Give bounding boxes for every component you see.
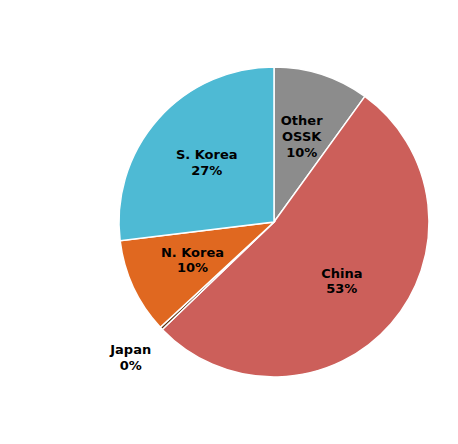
- data-label: 0%: [120, 358, 142, 373]
- data-label: 10%: [177, 260, 208, 275]
- slice-label: China: [321, 265, 362, 280]
- slice-label-line: Japan: [109, 342, 151, 357]
- slice-label-line: S. Korea: [176, 147, 238, 162]
- slice-label: S. Korea: [176, 147, 238, 162]
- chart: OtherOSSK10%China53%Japan0%N. Korea10%S.…: [0, 0, 458, 444]
- slice-label-line: China: [321, 265, 362, 280]
- pie: [119, 67, 429, 377]
- labels: OtherOSSK10%China53%Japan0%N. Korea10%S.…: [109, 113, 362, 373]
- slice-label-line: N. Korea: [161, 244, 224, 259]
- slice-label: OtherOSSK: [281, 113, 323, 144]
- data-label: 53%: [326, 281, 357, 296]
- slice-label-line: OSSK: [282, 129, 322, 144]
- data-label: 10%: [286, 145, 317, 160]
- slice-label-line: Other: [281, 113, 323, 128]
- pie-slice: [119, 67, 274, 241]
- slice-label: N. Korea: [161, 244, 224, 259]
- data-label: 27%: [191, 163, 222, 178]
- slice-label: Japan: [109, 342, 151, 357]
